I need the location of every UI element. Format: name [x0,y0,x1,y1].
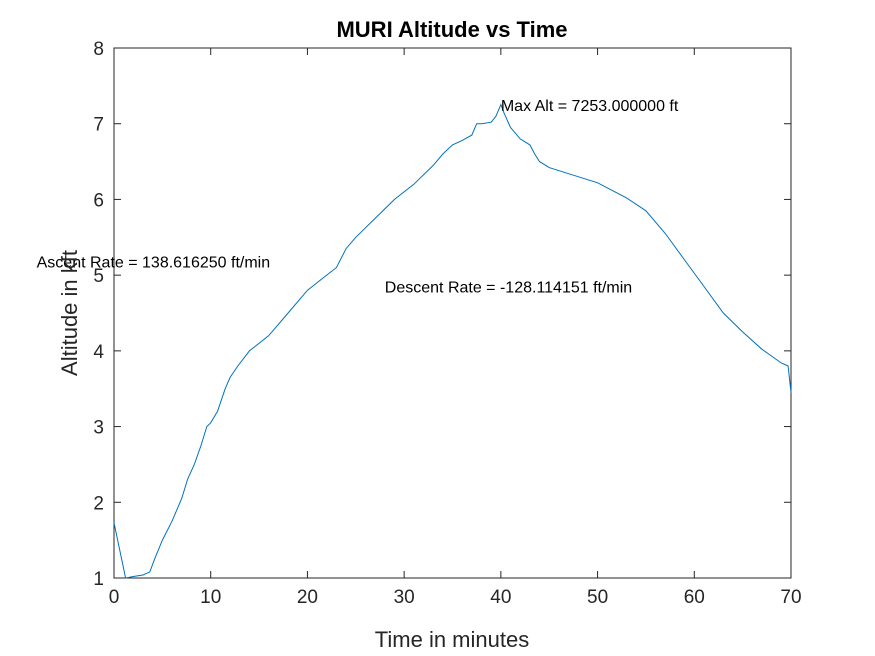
altitude-line [113,103,792,579]
x-tick-label: 50 [587,587,608,608]
x-tick-label: 0 [109,587,120,608]
x-tick-label: 30 [394,587,415,608]
annotation-1: Descent Rate = -128.114151 ft/min [385,280,632,297]
x-tick-label: 40 [490,587,511,608]
x-axis-label: Time in minutes [375,627,529,652]
annotation-0: Ascent Rate = 138.616250 ft/min [37,255,270,272]
y-tick-label: 7 [93,115,104,136]
y-axis-label: Altitude in kft [57,250,82,376]
x-tick-label: 10 [200,587,221,608]
annotation-2: Max Alt = 7253.000000 ft [501,98,679,115]
y-tick-label: 3 [93,418,104,439]
plot-area [113,47,792,579]
axis-ticks [113,47,792,579]
y-tick-label: 1 [93,569,104,590]
x-tick-label: 20 [297,587,318,608]
y-tick-label: 6 [93,190,104,211]
y-tick-label: 4 [93,342,104,363]
tick-labels: 0 10 20 30 40 50 60 70 1 2 3 4 5 6 7 8 [93,39,801,608]
y-tick-label: 2 [93,493,104,514]
x-tick-label: 70 [780,587,801,608]
y-tick-label: 8 [93,39,104,60]
x-tick-label: 60 [684,587,705,608]
chart-title: MURI Altitude vs Time [336,17,567,42]
annotations: Ascent Rate = 138.616250 ft/min Descent R… [37,98,679,297]
y-tick-label: 5 [93,266,104,287]
